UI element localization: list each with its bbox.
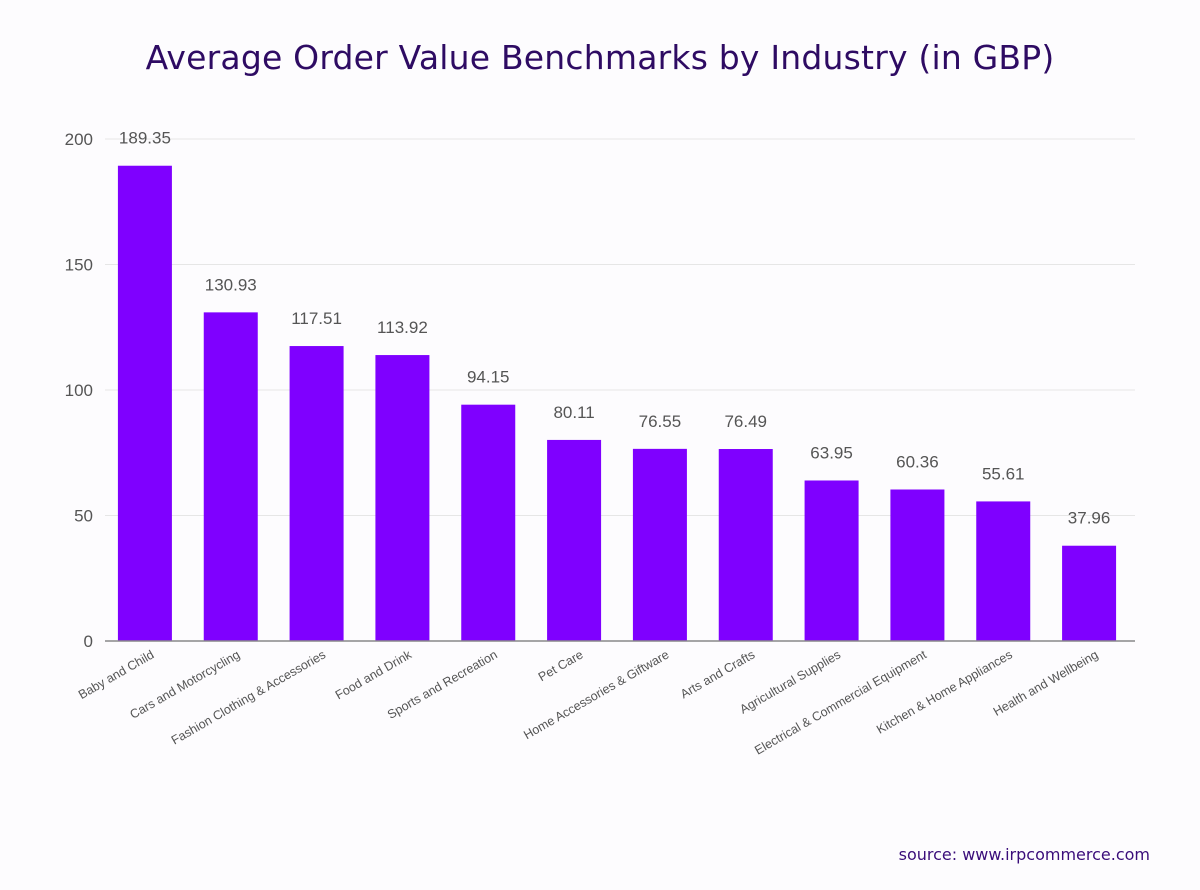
data-label: 113.92 bbox=[377, 318, 428, 337]
data-label: 189.35 bbox=[119, 129, 171, 148]
x-tick-label: Home Accessories & Giftware bbox=[521, 647, 671, 742]
x-tick-label: Kitchen & Home Appliances bbox=[874, 647, 1015, 736]
bar bbox=[718, 449, 773, 641]
bar bbox=[461, 404, 516, 641]
bar bbox=[117, 165, 172, 641]
bar bbox=[375, 355, 430, 641]
data-label: 55.61 bbox=[982, 464, 1025, 483]
x-tick-label: Electrical & Commercial Equipment bbox=[752, 647, 929, 757]
x-tick-label: Pet Care bbox=[536, 647, 586, 684]
bar bbox=[804, 480, 859, 641]
data-label: 76.49 bbox=[724, 412, 767, 431]
y-tick-label: 0 bbox=[84, 632, 93, 651]
x-tick-label: Food and Drink bbox=[333, 647, 415, 702]
bar bbox=[547, 439, 602, 641]
x-tick-label: Fashion Clothing & Accessories bbox=[169, 647, 328, 747]
y-tick-label: 100 bbox=[65, 381, 93, 400]
bar bbox=[203, 312, 258, 641]
data-label: 63.95 bbox=[810, 443, 853, 462]
bar bbox=[890, 489, 945, 641]
y-tick-label: 150 bbox=[65, 256, 93, 275]
y-tick-label: 200 bbox=[65, 130, 93, 149]
data-label: 76.55 bbox=[639, 412, 682, 431]
bar bbox=[1062, 545, 1117, 641]
bar bbox=[976, 501, 1031, 641]
bar bbox=[289, 346, 344, 641]
data-label: 117.51 bbox=[291, 309, 342, 328]
data-label: 60.36 bbox=[896, 452, 939, 471]
data-label: 130.93 bbox=[205, 275, 257, 294]
data-label: 80.11 bbox=[553, 403, 594, 422]
data-label: 37.96 bbox=[1068, 509, 1111, 528]
chart-title: Average Order Value Benchmarks by Indust… bbox=[145, 38, 1055, 77]
x-tick-label: Arts and Crafts bbox=[678, 647, 757, 701]
x-tick-label: Baby and Child bbox=[76, 647, 156, 702]
data-label: 94.15 bbox=[467, 368, 510, 387]
y-tick-label: 50 bbox=[74, 507, 93, 526]
bar bbox=[632, 448, 687, 641]
source-note: source: www.irpcommerce.com bbox=[898, 845, 1150, 864]
